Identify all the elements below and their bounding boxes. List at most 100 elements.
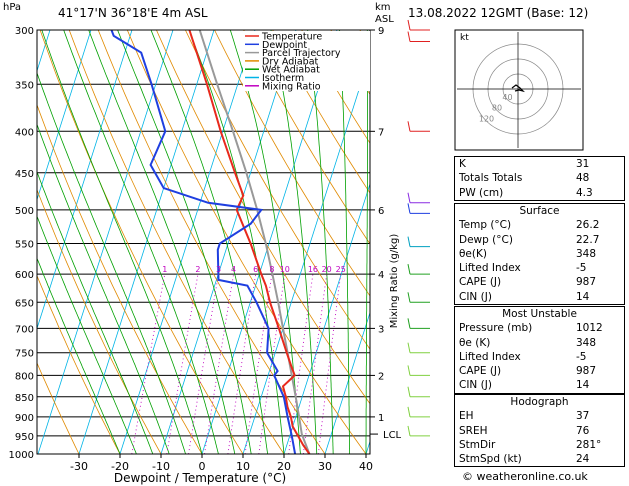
hodo-value: 24 (576, 453, 590, 466)
km-tick-label: 4 (378, 270, 384, 281)
surface-value: 987 (576, 276, 597, 289)
wet-adiabat-line (150, 30, 268, 454)
asl-label: ASL (375, 14, 394, 25)
legend-label: Dewpoint (262, 40, 307, 51)
hodograph-title: Hodograph (510, 396, 569, 408)
surface-title: Surface (519, 205, 560, 217)
index-label: PW (cm) (459, 186, 504, 199)
most-unstable-title: Most Unstable (502, 308, 577, 320)
wet-adiabat-line (37, 71, 186, 454)
wind-barb-flag (407, 236, 411, 247)
wind-barb-flag (407, 342, 411, 353)
isotherm-line (283, 182, 370, 454)
pressure-tick-label: 500 (15, 206, 34, 217)
plot-frame (36, 29, 371, 455)
wet-adiabat-line (365, 30, 369, 454)
unstable-value: 348 (576, 336, 597, 349)
surface-row: θe(K) 348 (455, 247, 624, 261)
mixing-ratio-label: 16 (308, 265, 318, 274)
dry-adiabat-line (37, 188, 162, 454)
legend-label: Dry Adiabat (262, 56, 319, 67)
dewpoint-line (110, 30, 297, 454)
datetime-title: 13.08.2022 12GMT (Base: 12) (408, 6, 589, 20)
index-value: 4.3 (576, 186, 593, 199)
hodo-label: StmDir (459, 438, 496, 451)
wind-barb-flag (407, 425, 411, 437)
hodograph-trace (511, 84, 525, 93)
legend-label: Isotherm (262, 73, 304, 84)
wet-adiabat-line (88, 30, 236, 454)
wind-barb-flag (407, 192, 411, 203)
mixing-ratio-line (227, 274, 257, 454)
surface-label: Lifted Index (459, 262, 521, 275)
unstable-label: CIN (J) (459, 379, 492, 392)
hodo-value: 76 (576, 424, 590, 437)
wet-adiabat-line (117, 30, 252, 454)
legend-label: Mixing Ratio (262, 81, 321, 92)
km-tick-label: 7 (378, 127, 384, 138)
hodo-value: 281° (576, 438, 602, 451)
pressure-tick-label: 950 (15, 432, 34, 443)
mixing-ratio-line (188, 274, 219, 454)
surface-value: 26.2 (576, 219, 600, 232)
mixing-ratio-line (166, 274, 199, 454)
wind-barb-flag (407, 121, 411, 132)
parcel-trajectory-line (198, 30, 311, 454)
unstable-label: CAPE (J) (459, 365, 502, 378)
unstable-row: θe (K) 348 (455, 336, 624, 350)
dry-adiabat-line (68, 30, 285, 454)
mixing-ratio-label: 3 (216, 265, 221, 274)
mixing-ratio-label: 2 (195, 265, 200, 274)
hodo-row: SREH 76 (455, 424, 624, 438)
hodo-label: EH (459, 410, 474, 423)
index-row: Totals Totals 48 (455, 171, 624, 185)
isotherm-line (37, 30, 92, 201)
mixing-ratio-label: 4 (231, 265, 236, 274)
index-row: PW (cm) 4.3 (455, 186, 624, 200)
hodo-row: StmSpd (kt) 24 (455, 452, 624, 466)
pressure-tick-label: 350 (15, 80, 34, 91)
wet-adiabat-line (37, 123, 170, 454)
mixing-ratio-label: 1 (162, 265, 167, 274)
temperature-tick-label: -10 (152, 460, 170, 473)
wind-barb-flag (407, 365, 411, 376)
temperature-tick-label: -30 (70, 460, 88, 473)
legend-label: Wet Adiabat (262, 65, 320, 76)
km-tick-label: 1 (378, 413, 384, 424)
mixing-ratio-label: 10 (280, 265, 290, 274)
pressure-tick-label: 650 (15, 298, 34, 309)
hpa-label: hPa (3, 2, 22, 13)
legend-label: Temperature (261, 32, 322, 43)
surface-label: CAPE (J) (459, 276, 502, 289)
mixing-ratio-line (317, 274, 342, 454)
pressure-tick-label: 300 (15, 26, 34, 37)
surface-row: Temp (°C) 26.2 (455, 218, 624, 232)
wet-adiabat-line (270, 30, 318, 454)
wet-adiabat-line (37, 170, 154, 454)
isotherm-line (119, 30, 256, 454)
temperature-tick-label: 0 (199, 460, 206, 473)
surface-label: CIN (J) (459, 290, 492, 303)
dry-adiabat-line (272, 30, 370, 194)
hodograph-ring-label: 40 (502, 93, 512, 102)
pressure-tick-label: 450 (15, 169, 34, 180)
wet-adiabat-line (63, 30, 219, 454)
wet-adiabat-line (339, 30, 351, 454)
wind-barb-flag (407, 406, 411, 417)
mixing-ratio-label: 8 (269, 265, 274, 274)
mixing-ratio-line (204, 274, 235, 454)
surface-row: CAPE (J) 987 (455, 275, 624, 289)
km-asl-label: km ASL (375, 2, 394, 26)
lcl-label: LCL (383, 430, 402, 441)
wet-adiabat-line (37, 215, 137, 454)
pressure-tick-label: 700 (15, 324, 34, 335)
wind-barb-flag (407, 31, 411, 42)
hodo-label: StmSpd (kt) (459, 453, 522, 466)
index-value: 31 (576, 158, 590, 170)
dry-adiabat-line (37, 274, 121, 454)
hodo-label: SREH (459, 424, 488, 437)
km-tick-label: 6 (378, 206, 384, 217)
temperature-tick-label: 40 (359, 460, 373, 473)
surface-value: -5 (576, 262, 587, 275)
